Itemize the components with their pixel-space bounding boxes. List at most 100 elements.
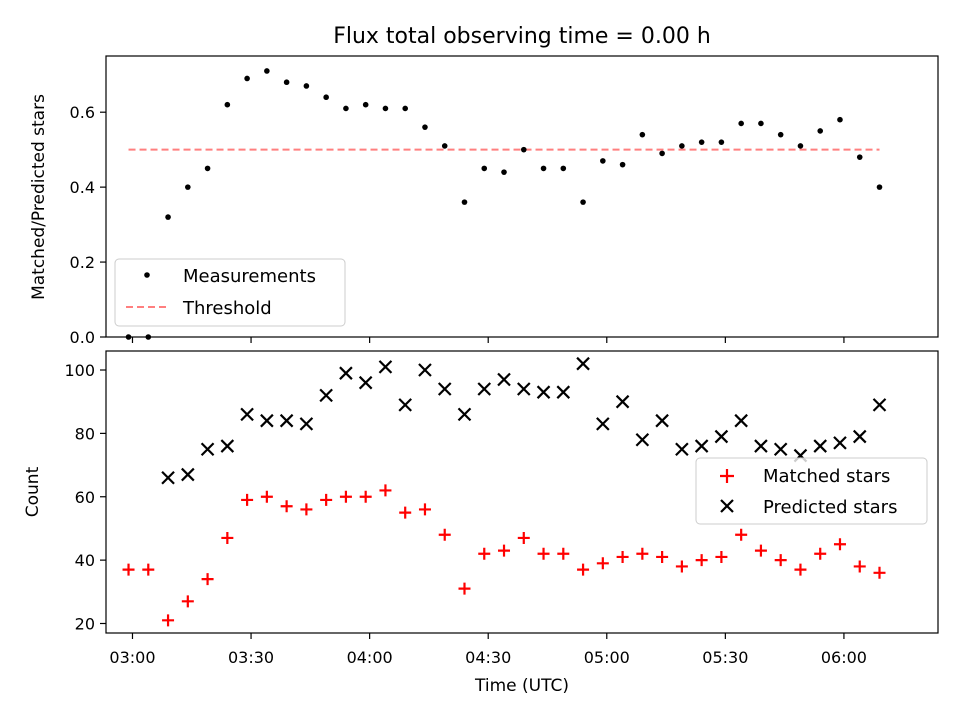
predicted-stars-point [675, 442, 689, 457]
legend-predicted-marker [720, 499, 734, 513]
matched-stars-point [438, 528, 451, 541]
matched-stars-point [537, 547, 550, 560]
measurement-point [738, 120, 744, 127]
predicted-stars-point [615, 394, 630, 409]
matched-stars-point [498, 544, 511, 557]
matched-stars-point [241, 493, 254, 506]
bottom-ytick-label: 20 [75, 614, 95, 633]
bottom-ytick-label: 60 [75, 488, 95, 507]
predicted-stars-point [220, 439, 235, 453]
figure-title: Flux total observing time = 0.00 h [333, 24, 711, 49]
measurement-point [659, 150, 665, 157]
predicted-stars-point [299, 417, 314, 431]
bottom-ytick-label: 40 [75, 551, 95, 570]
measurement-point [619, 161, 626, 168]
legend-predicted-label: Predicted stars [763, 497, 897, 518]
matched-stars-point [478, 547, 491, 560]
bottom-legend: Matched stars Predicted stars [695, 457, 928, 525]
measurement-point [817, 128, 824, 134]
measurement-point [580, 199, 586, 205]
matched-stars-point [280, 500, 293, 513]
measurement-point [441, 143, 448, 149]
predicted-stars-point [457, 407, 472, 422]
matched-stars-point [122, 563, 135, 576]
top-legend-box [114, 258, 346, 327]
measurement-point [165, 214, 171, 220]
measurement-point [639, 131, 646, 138]
measurement-point [323, 94, 329, 101]
top-panel: 0.0 0.2 0.4 0.6 Matched/Predicted stars Mea… [29, 55, 939, 347]
measurement-point [481, 165, 488, 172]
measurement-point [224, 101, 231, 108]
matched-stars-point [814, 547, 827, 560]
bottom-plot-frame [105, 350, 939, 634]
predicted-stars-point [754, 439, 768, 453]
top-ytick-label: 0.2 [70, 253, 95, 272]
top-ytick-label: 0.0 [70, 328, 95, 347]
matched-stars-point [260, 490, 273, 503]
matched-stars-point [339, 490, 352, 503]
matched-stars-point [162, 614, 175, 627]
matched-stars-point [557, 547, 570, 560]
matched-stars-point [794, 563, 807, 576]
measurement-point [362, 101, 369, 108]
matched-stars-point [715, 550, 728, 563]
matched-stars-point [754, 544, 767, 557]
predicted-stars-point [635, 432, 650, 447]
predicted-stars-point [773, 442, 788, 457]
matched-stars-point [142, 563, 155, 576]
top-ytick-label: 0.6 [70, 103, 95, 122]
matched-stars-point [616, 550, 629, 563]
matched-stars-point [675, 560, 688, 573]
top-ylabel: Matched/Predicted stars [29, 94, 49, 300]
matched-stars-point [577, 563, 590, 576]
measurement-point [185, 184, 191, 190]
xaxis-label: Time (UTC) [474, 676, 569, 696]
top-legend: Measurements Threshold [114, 258, 346, 327]
measurement-point [698, 139, 705, 145]
xtick-label: 04:00 [347, 648, 393, 667]
measurement-point [856, 154, 863, 160]
measurement-point [718, 139, 725, 145]
legend-measurements-label: Measurements [183, 266, 316, 287]
measurement-point [540, 165, 547, 172]
matched-stars-point [300, 503, 313, 516]
predicted-stars-point [339, 366, 353, 380]
matched-stars-point [517, 531, 530, 544]
measurement-point [303, 83, 310, 89]
predicted-stars-point [872, 398, 887, 412]
bottom-ytick-label: 100 [64, 361, 95, 380]
matched-stars-point [418, 503, 431, 516]
predicted-stars-point [517, 382, 531, 396]
matched-stars-point [735, 528, 748, 541]
measurement-point [264, 68, 270, 74]
measurement-point [600, 158, 606, 164]
xtick-label: 04:30 [465, 648, 511, 667]
measurement-point [758, 120, 764, 127]
predicted-stars-point [418, 363, 432, 377]
matched-stars-point [873, 566, 886, 579]
measurement-point [422, 124, 428, 130]
matched-stars-point [399, 506, 412, 519]
matched-stars-point [458, 582, 471, 595]
predicted-stars-point [536, 385, 551, 399]
predicted-stars-point [734, 413, 748, 428]
predicted-stars-point [279, 413, 294, 428]
measurement-point [777, 131, 784, 138]
matched-stars-point [379, 484, 392, 497]
predicted-stars-point [477, 382, 492, 396]
predicted-stars-point [556, 385, 571, 399]
xtick-label: 05:30 [702, 648, 748, 667]
measurement-point [244, 75, 250, 82]
measurement-point [797, 143, 804, 149]
predicted-stars-point [260, 413, 274, 428]
xtick-label: 06:00 [821, 648, 867, 667]
matched-stars-point [833, 538, 846, 551]
predicted-stars-point [161, 470, 175, 485]
matched-stars-point [695, 554, 708, 567]
measurement-point [402, 105, 409, 112]
bottom-ytick-label: 80 [75, 424, 95, 443]
matched-stars-point [320, 493, 333, 506]
measurement-point [461, 199, 468, 205]
legend-measurements-marker [144, 272, 150, 278]
